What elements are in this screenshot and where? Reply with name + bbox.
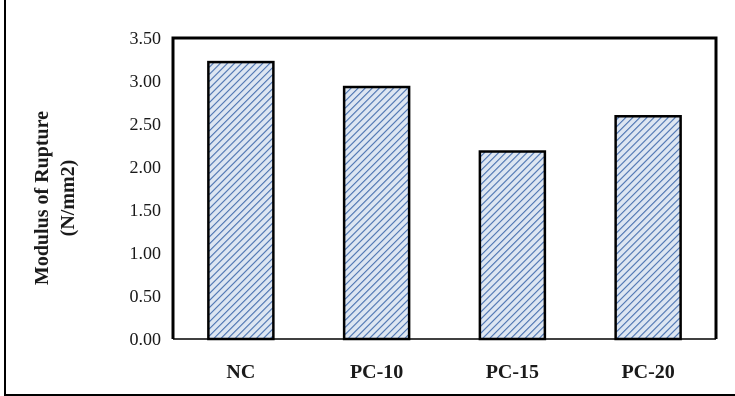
bar-nc [207, 60, 275, 341]
plot-frame [171, 36, 718, 339]
x-tick-label: PC-10 [350, 361, 403, 383]
y-tick-label: 2.00 [130, 157, 162, 177]
y-tick-label: 2.50 [130, 114, 162, 134]
bars-group [207, 60, 682, 341]
y-axis-title-line-1: Modulus of Rupture [31, 111, 53, 285]
y-tick-label: 1.50 [130, 200, 162, 220]
x-tick-label: NC [226, 361, 255, 383]
x-axis-labels: NC PC-10 PC-15 PC-20 [226, 361, 674, 383]
x-tick-label: PC-20 [621, 361, 674, 383]
y-tick-label: 3.50 [130, 28, 162, 48]
y-tick-label: 3.00 [130, 71, 162, 91]
y-axis-title: Modulus of Rupture (N/mm2) [31, 111, 79, 285]
y-tick-label: 0.50 [130, 286, 162, 306]
y-tick-label: 1.00 [130, 243, 162, 263]
y-axis-ticks: 0.00 0.50 1.00 1.50 2.00 2.50 3.00 3.50 [130, 28, 162, 349]
bar-pc-10 [342, 85, 411, 341]
y-axis-title-line-2: (N/mm2) [57, 160, 79, 237]
y-tick-label: 0.00 [130, 329, 162, 349]
bar-pc-20 [614, 115, 682, 341]
x-tick-label: PC-15 [486, 361, 539, 383]
bar-pc-15 [478, 150, 547, 341]
